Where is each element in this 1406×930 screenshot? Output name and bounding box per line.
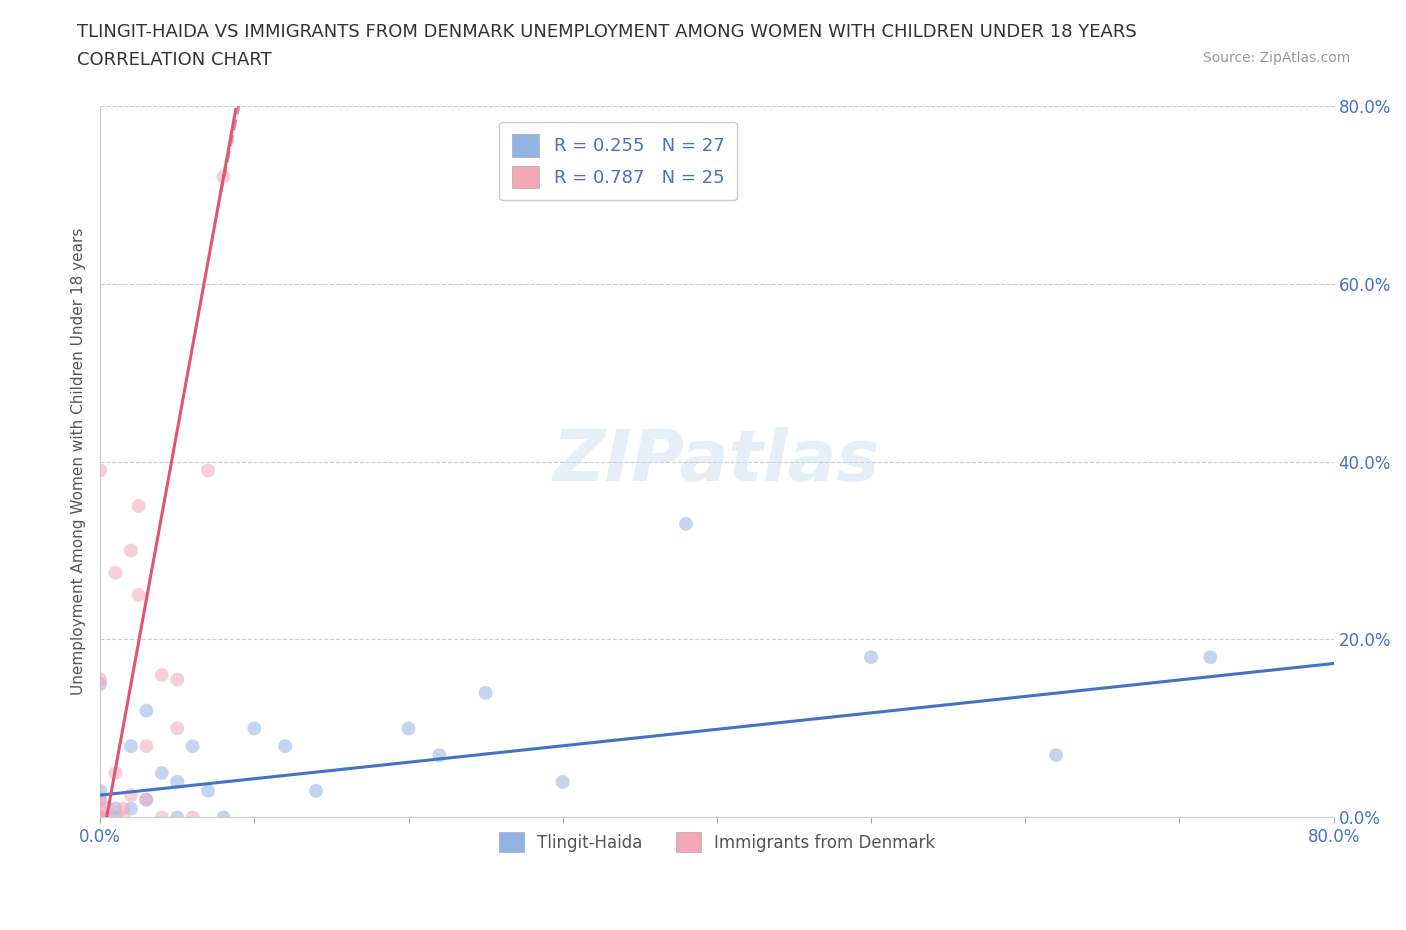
Point	[166, 810, 188, 825]
Point	[181, 810, 204, 825]
Point	[305, 783, 328, 798]
Text: Source: ZipAtlas.com: Source: ZipAtlas.com	[1202, 51, 1350, 65]
Y-axis label: Unemployment Among Women with Children Under 18 years: Unemployment Among Women with Children U…	[72, 228, 86, 696]
Point	[1199, 650, 1222, 665]
Point	[104, 765, 127, 780]
Text: ZIPatlas: ZIPatlas	[553, 427, 880, 496]
Text: TLINGIT-HAIDA VS IMMIGRANTS FROM DENMARK UNEMPLOYMENT AMONG WOMEN WITH CHILDREN : TLINGIT-HAIDA VS IMMIGRANTS FROM DENMARK…	[77, 23, 1137, 41]
Point	[112, 810, 135, 825]
Point	[166, 672, 188, 687]
Point	[89, 801, 111, 816]
Point	[166, 775, 188, 790]
Point	[89, 792, 111, 807]
Point	[97, 810, 120, 825]
Point	[89, 676, 111, 691]
Point	[166, 721, 188, 736]
Point	[398, 721, 420, 736]
Point	[112, 801, 135, 816]
Point	[104, 810, 127, 825]
Point	[197, 783, 219, 798]
Point	[274, 738, 297, 753]
Point	[181, 738, 204, 753]
Point	[243, 721, 266, 736]
Point	[89, 792, 111, 807]
Point	[135, 792, 157, 807]
Point	[120, 543, 142, 558]
Point	[97, 801, 120, 816]
Point	[120, 738, 142, 753]
Point	[104, 801, 127, 816]
Point	[150, 810, 173, 825]
Point	[135, 738, 157, 753]
Point	[860, 650, 883, 665]
Text: CORRELATION CHART: CORRELATION CHART	[77, 51, 273, 69]
Point	[89, 810, 111, 825]
Point	[474, 685, 496, 700]
Point	[89, 672, 111, 687]
Legend: Tlingit-Haida, Immigrants from Denmark: Tlingit-Haida, Immigrants from Denmark	[492, 825, 942, 859]
Point	[150, 765, 173, 780]
Point	[675, 516, 697, 531]
Point	[135, 792, 157, 807]
Point	[128, 498, 150, 513]
Point	[427, 748, 450, 763]
Point	[104, 565, 127, 580]
Point	[120, 788, 142, 803]
Point	[135, 703, 157, 718]
Point	[197, 463, 219, 478]
Point	[551, 775, 574, 790]
Point	[89, 783, 111, 798]
Point	[89, 810, 111, 825]
Point	[150, 668, 173, 683]
Point	[128, 588, 150, 603]
Point	[212, 169, 235, 184]
Point	[120, 801, 142, 816]
Point	[89, 810, 111, 825]
Point	[212, 810, 235, 825]
Point	[89, 463, 111, 478]
Point	[1045, 748, 1067, 763]
